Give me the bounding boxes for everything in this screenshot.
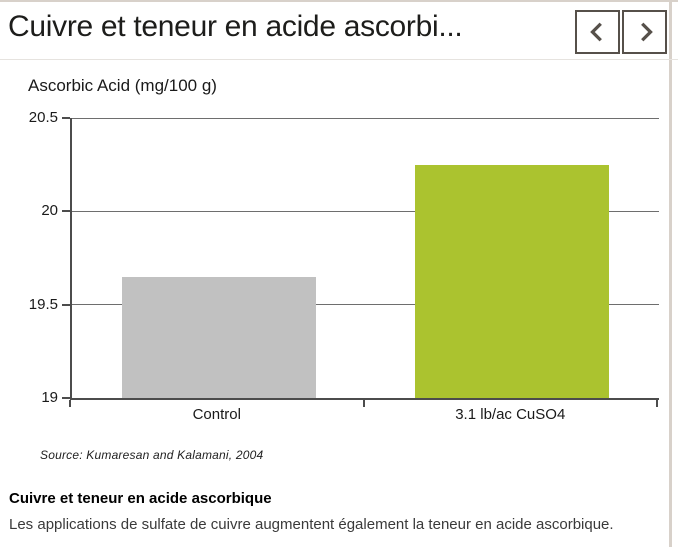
y-axis-tick: [62, 303, 70, 306]
footer-heading: Cuivre et teneur en acide ascorbique: [9, 490, 272, 507]
footer-description: Les applications de sulfate de cuivre au…: [9, 516, 614, 533]
gridline: [72, 210, 659, 212]
y-axis-tick: [62, 117, 70, 119]
source-note: Source: Kumaresan and Kalamani, 2004: [40, 448, 264, 462]
bar-3-1-lb-ac-cuso4: [415, 164, 610, 398]
y-axis-tick: [62, 210, 70, 213]
y-axis-title: Ascorbic Acid (mg/100 g): [28, 76, 217, 95]
y-tick-label: 19: [41, 389, 58, 406]
x-axis-tick: [69, 400, 71, 407]
gridline: [72, 117, 659, 119]
header-divider: [0, 59, 678, 60]
prev-button[interactable]: [575, 10, 620, 54]
page-title: Cuivre et teneur en acide ascorbi...: [8, 10, 463, 43]
y-tick-label: 20.5: [28, 109, 58, 126]
x-axis-tick: [656, 400, 658, 407]
x-category-label: 3.1 lb/ac CuSO4: [455, 406, 566, 423]
bar-chart-plot-area: [70, 117, 659, 400]
x-axis-tick: [362, 400, 365, 407]
gridline: [72, 304, 659, 306]
y-tick-label: 19.5: [28, 295, 58, 313]
y-axis-tick: [62, 397, 70, 399]
x-category-label: Control: [192, 406, 241, 423]
chevron-right-icon: [634, 19, 656, 45]
frame-right-border: [669, 2, 672, 547]
y-tick-label: 20: [41, 202, 58, 220]
chevron-left-icon: [587, 19, 609, 45]
bar-control: [121, 276, 316, 398]
next-button[interactable]: [622, 10, 667, 54]
